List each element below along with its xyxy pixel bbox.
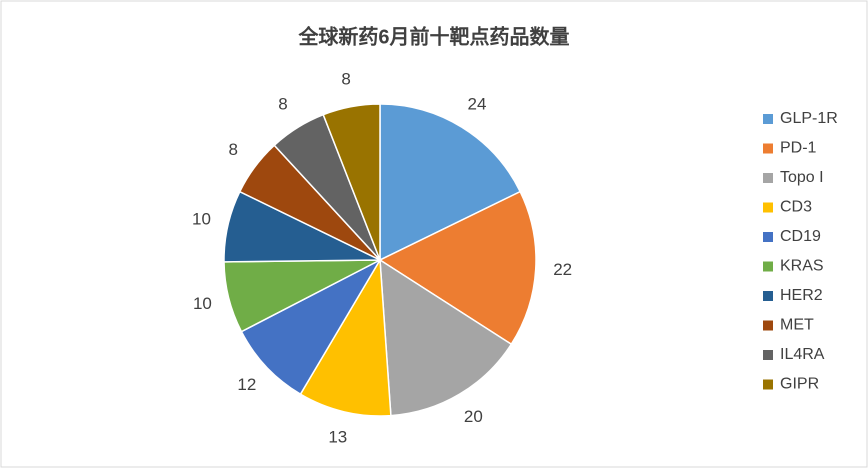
legend-label: GLP-1R bbox=[780, 110, 838, 127]
chart-title: 全球新药6月前十靶点药品数量 bbox=[297, 24, 569, 48]
legend-swatch bbox=[763, 291, 773, 301]
legend-swatch bbox=[763, 379, 773, 390]
pie-slice bbox=[378, 190, 537, 346]
pie-slice bbox=[379, 258, 513, 417]
legend-swatch bbox=[763, 320, 773, 331]
data-label: 10 bbox=[193, 294, 212, 313]
legend-label: MET bbox=[780, 317, 814, 334]
data-label: 8 bbox=[228, 140, 237, 159]
data-label: 13 bbox=[328, 428, 347, 447]
data-label: 20 bbox=[464, 407, 483, 426]
data-label: 12 bbox=[237, 375, 256, 394]
legend-swatch bbox=[763, 114, 773, 124]
legend-swatch bbox=[763, 350, 773, 360]
data-label: 8 bbox=[341, 70, 350, 89]
legend-label: Topo I bbox=[780, 169, 824, 186]
pie-slice bbox=[322, 103, 381, 261]
data-label: 8 bbox=[278, 94, 287, 113]
pie-slice bbox=[299, 257, 392, 417]
legend-label: HER2 bbox=[780, 287, 823, 304]
data-label: 10 bbox=[192, 209, 211, 228]
legend-label: GIPR bbox=[780, 376, 819, 393]
pie-slice bbox=[379, 103, 522, 262]
legend-swatch bbox=[763, 173, 773, 183]
legend-label: CD3 bbox=[780, 199, 812, 216]
legend-swatch bbox=[763, 143, 773, 154]
pie-slice bbox=[240, 258, 382, 396]
legend-label: PD-1 bbox=[780, 140, 817, 157]
legend-label: CD19 bbox=[780, 228, 821, 245]
legend-swatch bbox=[763, 232, 773, 242]
data-label: 22 bbox=[553, 260, 572, 279]
legend-label: IL4RA bbox=[780, 346, 825, 363]
legend-swatch bbox=[763, 202, 773, 213]
data-label: 24 bbox=[468, 94, 487, 113]
legend-swatch bbox=[763, 261, 773, 272]
legend-label: KRAS bbox=[780, 258, 824, 275]
